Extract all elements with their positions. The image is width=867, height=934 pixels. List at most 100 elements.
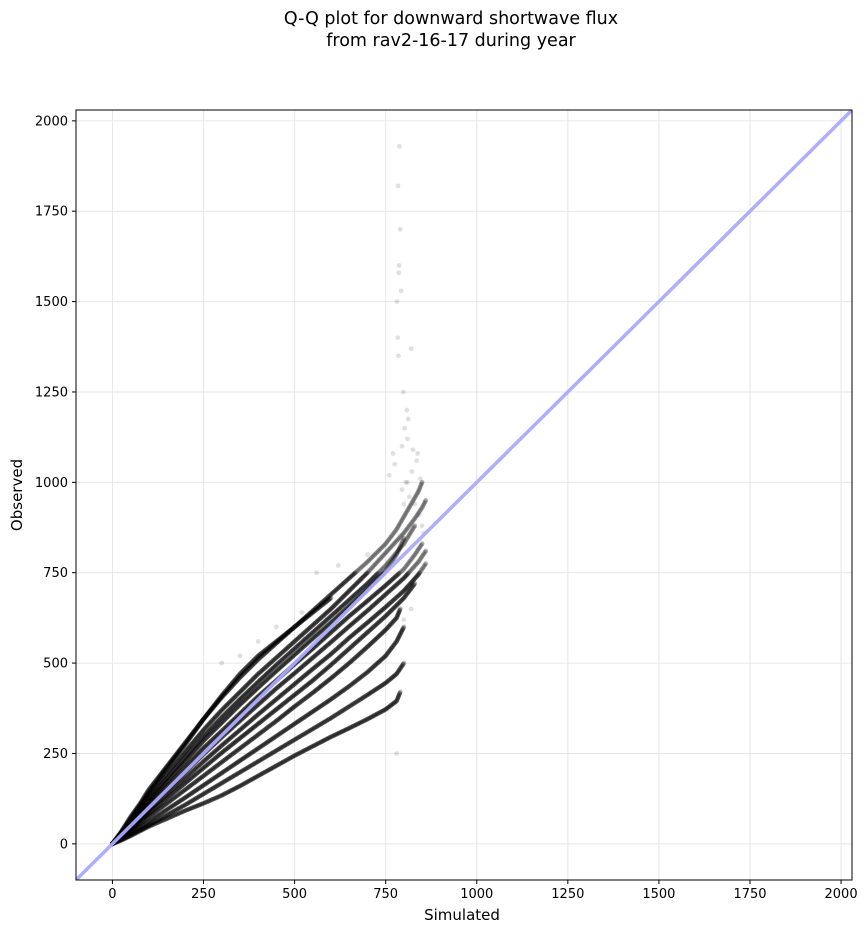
data-point	[338, 653, 344, 659]
data-point	[371, 563, 377, 569]
data-point	[303, 614, 308, 620]
data-point	[289, 683, 295, 689]
data-point	[197, 762, 203, 768]
outlier-point	[400, 389, 406, 395]
data-point	[401, 514, 407, 520]
data-point	[211, 765, 217, 771]
data-point	[200, 739, 205, 745]
data-point	[362, 622, 368, 628]
data-point	[162, 778, 168, 783]
data-point	[304, 628, 310, 633]
data-point	[243, 722, 249, 728]
data-point	[416, 559, 421, 565]
data-point	[354, 639, 359, 645]
data-point	[127, 818, 133, 823]
data-point	[220, 706, 226, 712]
data-point	[129, 813, 134, 818]
data-point	[403, 573, 409, 579]
data-point	[346, 575, 352, 581]
data-point	[158, 786, 164, 791]
data-point	[203, 731, 209, 737]
data-point	[420, 552, 426, 558]
data-point	[221, 705, 227, 711]
data-point	[207, 753, 212, 759]
data-point	[179, 783, 185, 789]
data-point	[406, 582, 412, 588]
data-point	[321, 598, 327, 604]
data-point	[233, 679, 239, 685]
data-point	[252, 724, 257, 730]
outlier-point	[415, 451, 421, 456]
data-point	[328, 606, 334, 612]
data-point	[338, 631, 344, 637]
data-point	[148, 784, 154, 790]
data-point	[290, 693, 296, 699]
data-point	[374, 590, 380, 596]
outlier-point	[404, 407, 410, 413]
data-point	[345, 647, 351, 653]
data-point	[305, 670, 311, 676]
data-point	[320, 658, 325, 664]
data-point	[418, 555, 424, 561]
data-point	[170, 763, 176, 769]
data-point	[286, 675, 291, 681]
data-point	[130, 811, 135, 817]
data-point	[216, 698, 222, 704]
one-to-one-line	[76, 110, 852, 880]
data-point	[267, 646, 273, 652]
data-point	[202, 726, 207, 732]
data-point	[203, 714, 208, 720]
data-point	[235, 704, 241, 710]
data-point	[400, 531, 406, 537]
data-point	[156, 780, 162, 786]
outlier-point	[405, 416, 411, 422]
data-point	[224, 738, 229, 744]
data-point	[266, 669, 271, 675]
data-point	[138, 804, 144, 809]
data-point	[275, 654, 280, 659]
data-point	[298, 646, 304, 652]
data-point	[272, 641, 278, 647]
data-point	[323, 655, 329, 661]
data-point	[189, 782, 195, 788]
data-point	[392, 595, 398, 601]
data-point	[255, 679, 261, 685]
data-point	[378, 618, 384, 623]
data-point	[311, 621, 317, 627]
data-point	[239, 733, 245, 739]
data-point	[248, 678, 254, 684]
data-point	[263, 672, 269, 677]
data-point	[194, 736, 199, 741]
data-point	[395, 524, 401, 529]
data-point	[344, 577, 350, 583]
data-point	[246, 688, 252, 693]
data-point	[402, 540, 408, 545]
data-point	[199, 766, 205, 772]
data-point	[218, 708, 224, 714]
data-point	[404, 591, 410, 597]
data-point	[321, 620, 327, 626]
data-point	[269, 710, 274, 716]
data-point	[295, 689, 301, 695]
data-point	[195, 777, 201, 783]
data-point	[235, 691, 241, 697]
data-point	[284, 645, 290, 651]
data-point	[421, 564, 427, 569]
data-point	[215, 712, 220, 718]
data-point	[267, 723, 273, 729]
data-point	[293, 691, 299, 697]
data-point	[365, 570, 370, 576]
data-point	[267, 660, 273, 666]
data-point	[358, 577, 364, 582]
data-point	[263, 678, 268, 684]
data-point	[214, 747, 220, 753]
data-point	[222, 716, 228, 722]
data-point	[225, 745, 231, 751]
data-point	[391, 530, 397, 536]
data-point	[176, 762, 182, 767]
data-point	[162, 802, 167, 808]
data-point	[334, 634, 340, 640]
data-point	[283, 710, 289, 716]
data-point	[128, 828, 134, 834]
data-point	[230, 733, 236, 739]
